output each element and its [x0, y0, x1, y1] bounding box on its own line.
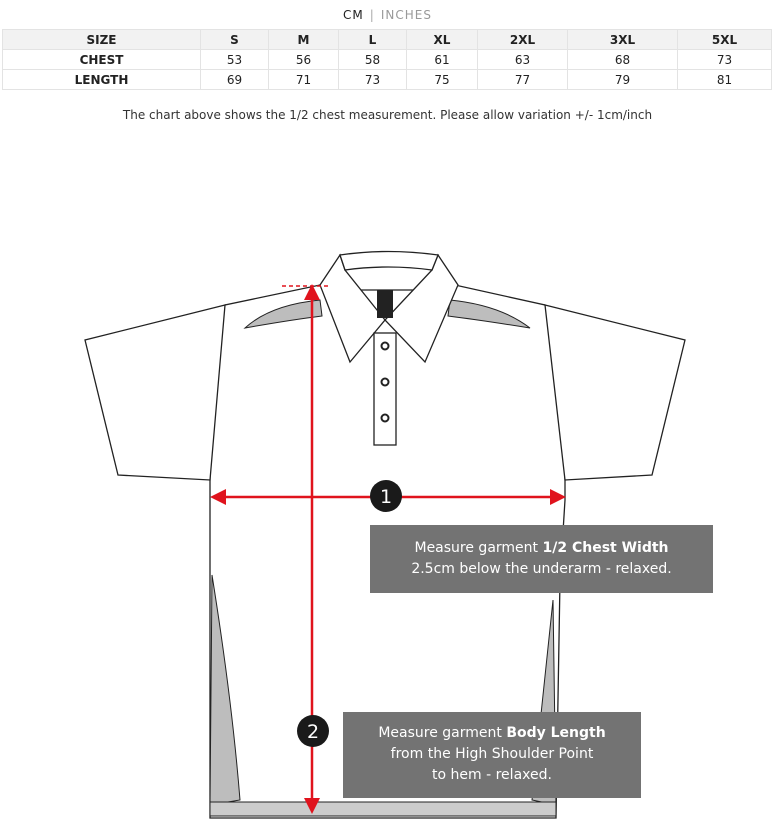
header-cell: XL [406, 29, 478, 50]
left-side-panel [209, 574, 241, 806]
table-cell: 69 [200, 69, 269, 90]
table-cell: 75 [406, 69, 478, 90]
length-text-line3: to hem - relaxed. [432, 767, 552, 783]
chest-arrow-left-icon [210, 489, 226, 505]
header-cell: 3XL [567, 29, 678, 50]
marker-2 [297, 715, 329, 747]
right-sleeve [544, 304, 686, 481]
table-row: LENGTH 69 71 73 75 77 79 81 [2, 69, 772, 90]
marker-1 [370, 480, 402, 512]
table-cell: 79 [567, 69, 678, 90]
hem-band [209, 801, 557, 817]
table-cell: 77 [477, 69, 568, 90]
header-cell: 2XL [477, 29, 568, 50]
button [380, 377, 390, 387]
table-cell: 81 [677, 69, 772, 90]
unit-toggle: CM | INCHES [0, 8, 775, 22]
button [380, 413, 390, 423]
chest-text: Measure garment [414, 540, 543, 556]
marker-1-label: 1 [380, 486, 392, 508]
chest-arrow-right-icon [550, 489, 566, 505]
left-sleeve [84, 304, 226, 481]
table-cell: 71 [268, 69, 339, 90]
neck-label [377, 290, 393, 318]
measurement-note: The chart above shows the 1/2 chest meas… [122, 108, 653, 122]
collar-back [339, 250, 439, 271]
size-table: SIZE S M L XL 2XL 3XL 5XL CHEST 53 56 58… [2, 29, 772, 90]
row-label: LENGTH [2, 69, 201, 90]
table-cell: 61 [406, 49, 478, 70]
header-cell: L [338, 29, 407, 50]
placket [373, 332, 397, 446]
right-shoulder-panel [447, 299, 531, 329]
unit-inches[interactable]: INCHES [380, 8, 432, 22]
table-cell: 73 [338, 69, 407, 90]
length-text: Measure garment [378, 725, 507, 741]
chest-bold-text: 1/2 Chest Width [542, 540, 669, 556]
header-cell: 5XL [677, 29, 772, 50]
length-text-line2: from the High Shoulder Point [390, 746, 594, 762]
chest-text-line2: 2.5cm below the underarm - relaxed. [411, 561, 672, 577]
length-instruction-box: Measure garment Body Length from the Hig… [343, 712, 641, 798]
table-cell: 53 [200, 49, 269, 70]
length-arrow-top-icon [304, 284, 320, 300]
length-arrow-bottom-icon [304, 798, 320, 814]
marker-2-label: 2 [307, 721, 319, 743]
unit-separator: | [369, 8, 375, 22]
button [380, 341, 390, 351]
chest-text-line1: Measure garment 1/2 Chest Width [370, 538, 713, 559]
unit-cm[interactable]: CM [343, 8, 364, 22]
length-text-line1: Measure garment Body Length [343, 723, 641, 744]
chest-instruction-box: Measure garment 1/2 Chest Width 2.5cm be… [370, 525, 713, 593]
length-bold-text: Body Length [506, 725, 606, 741]
row-label: CHEST [2, 49, 201, 70]
